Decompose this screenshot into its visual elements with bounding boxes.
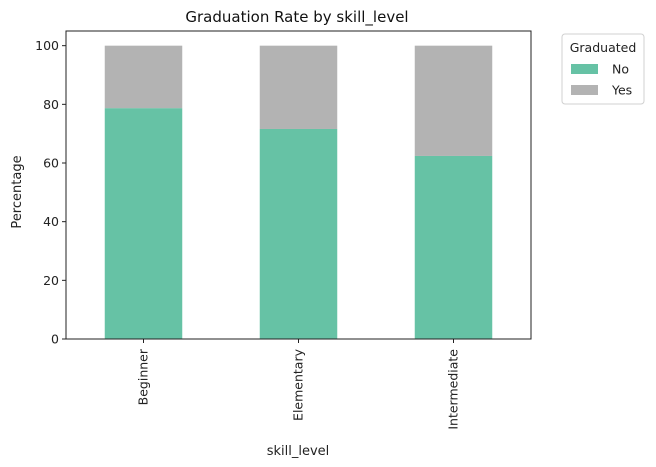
bar-beginner-yes: [104, 45, 183, 109]
bar-intermediate-yes: [414, 45, 493, 156]
x-axis-label: skill_level: [267, 444, 330, 459]
legend-swatch-no: [571, 64, 598, 74]
bar-elementary-no: [259, 128, 338, 339]
plot-frame: [65, 30, 532, 340]
y-axis-label: Percentage: [10, 155, 25, 228]
legend-swatch-yes: [571, 85, 598, 95]
legend-title: Graduated: [570, 40, 637, 55]
y-tick-label: 60: [43, 156, 59, 171]
x-tick-label: Intermediate: [446, 349, 461, 430]
y-tick-label: 80: [43, 97, 59, 112]
chart-title: Graduation Rate by skill_level: [185, 8, 408, 27]
legend-label-yes: Yes: [611, 83, 632, 98]
plot-area: Beginner Elementary Intermediate 0 20 40 60 80 1…: [35, 30, 532, 430]
y-tick-label: 20: [43, 273, 59, 288]
bar-elementary-yes: [259, 45, 338, 129]
x-tick-label: Elementary: [291, 348, 306, 421]
bar-intermediate-no: [414, 155, 493, 339]
y-tick-label: 40: [43, 214, 59, 229]
bar-beginner-no: [104, 108, 183, 339]
legend-label-no: No: [612, 62, 629, 77]
x-tick-label: Beginner: [136, 348, 151, 405]
y-tick-label: 100: [35, 38, 59, 53]
y-tick-label: 0: [51, 332, 59, 347]
legend: Graduated No Yes: [561, 33, 645, 105]
